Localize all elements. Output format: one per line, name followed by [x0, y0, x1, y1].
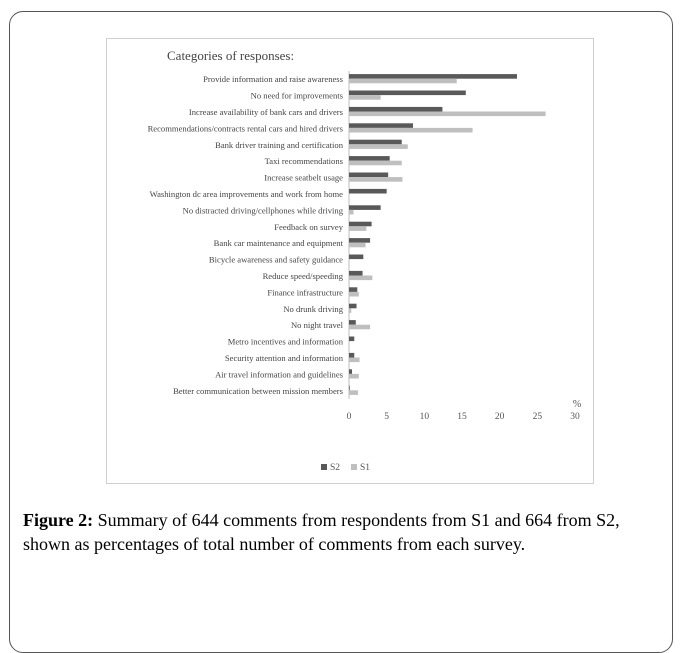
bar-s1 [349, 291, 359, 297]
bar-s1 [349, 275, 373, 281]
bar-s2 [349, 287, 358, 292]
x-tick-label: 30 [570, 412, 580, 422]
category-label: Recommendations/contracts rental cars an… [148, 123, 344, 133]
category-label: Bank driver training and certification [215, 140, 344, 150]
category-label: Increase seatbelt usage [264, 173, 343, 183]
bar-s1 [349, 78, 457, 84]
bar-s2 [349, 254, 364, 260]
bar-s2 [349, 336, 355, 342]
category-label: Taxi recommendations [265, 156, 344, 166]
bar-s1 [349, 177, 403, 182]
category-label: Increase availability of bank cars and d… [189, 107, 344, 117]
legend-swatch-s1 [351, 464, 357, 470]
chart-title: Categories of responses: [167, 48, 294, 63]
bar-s2 [349, 352, 355, 358]
bar-s1 [349, 324, 371, 330]
category-label: Bank car maintenance and equipment [214, 238, 344, 248]
bar-s1 [349, 127, 473, 133]
bar-s1 [349, 308, 352, 313]
category-label: Air travel information and guidelines [215, 369, 344, 379]
category-label: Reduce speed/speeding [263, 271, 344, 281]
category-label: No drunk driving [283, 304, 343, 314]
bar-s2 [349, 320, 356, 325]
bar-s1 [349, 144, 408, 149]
bar-s2 [349, 369, 353, 374]
x-tick-label: 10 [420, 412, 430, 422]
bar-s1 [349, 373, 359, 379]
category-label: Washington dc area improvements and work… [150, 189, 344, 199]
category-label: Security attention and information [225, 353, 344, 363]
bar-s1 [349, 209, 354, 215]
bar-s2 [349, 385, 350, 391]
bar-s2 [349, 172, 389, 178]
bar-s1 [349, 95, 381, 100]
bar-s2 [349, 90, 466, 96]
x-tick-label: 20 [495, 412, 505, 422]
x-unit-label: % [573, 399, 581, 410]
bar-s2 [349, 270, 363, 276]
bar-s2 [349, 74, 517, 79]
category-label: Better communication between mission mem… [173, 386, 344, 396]
bar-s2 [349, 221, 372, 227]
category-label: Finance infrastructure [267, 287, 343, 297]
legend-swatch-s2 [321, 464, 327, 470]
figure-caption: Figure 2: Summary of 644 comments from r… [23, 508, 663, 556]
bar-chart: Categories of responses: Provide informat… [148, 48, 582, 473]
bar-s2 [349, 188, 387, 194]
bar-s2 [349, 156, 390, 161]
x-tick-label: 25 [533, 412, 543, 422]
category-label: No need for improvements [251, 91, 344, 101]
bar-s1 [349, 242, 366, 248]
x-tick-label: 5 [384, 412, 389, 422]
category-label: No distracted driving/cellphones while d… [183, 205, 344, 215]
legend-label-s1: S1 [360, 463, 370, 473]
bar-s2 [349, 238, 371, 243]
bar-s1 [349, 226, 367, 231]
legend-label-s2: S2 [330, 463, 340, 473]
caption-lead: Figure 2: [23, 510, 94, 530]
category-label: Bicycle awareness and safety guidance [209, 255, 343, 265]
bar-s1 [349, 111, 546, 117]
bar-s1 [349, 160, 402, 166]
bar-s2 [349, 123, 414, 128]
category-label: No night travel [291, 320, 344, 330]
bar-s2 [349, 106, 443, 112]
category-label: Metro incentives and information [228, 337, 344, 347]
bar-s2 [349, 303, 357, 309]
caption-text: Summary of 644 comments from respondents… [23, 510, 620, 554]
category-label: Feedback on survey [274, 222, 343, 232]
x-tick-label: 15 [457, 412, 467, 422]
bar-s2 [349, 205, 381, 210]
category-label: Provide information and raise awareness [203, 74, 343, 84]
bar-s2 [349, 139, 402, 145]
bar-s1 [349, 357, 360, 363]
chart-container: Categories of responses: Provide informat… [106, 38, 594, 484]
bar-s1 [349, 390, 359, 395]
x-tick-label: 0 [347, 412, 352, 422]
